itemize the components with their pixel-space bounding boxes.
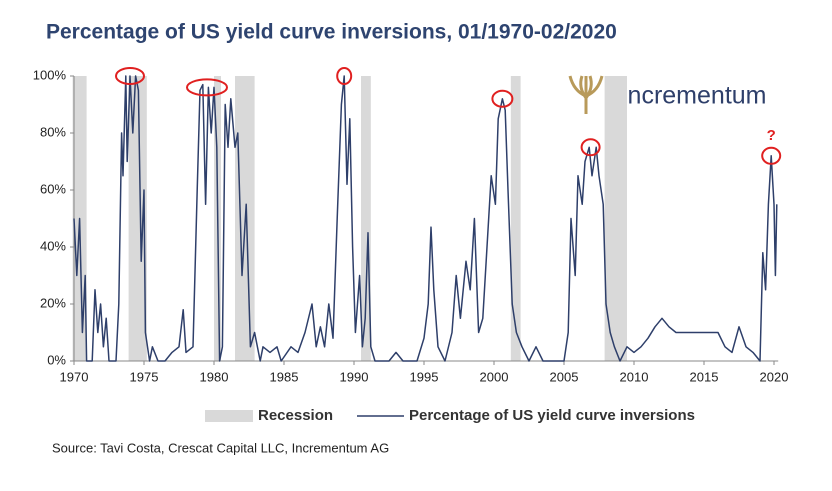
highlight-circle <box>186 78 228 97</box>
legend-swatch <box>205 410 253 422</box>
legend-label: Percentage of US yield curve inversions <box>409 407 695 424</box>
x-tick-label: 1975 <box>130 369 159 384</box>
chart-title: Percentage of US yield curve inversions,… <box>46 21 617 44</box>
x-tick-label: 2020 <box>760 369 789 384</box>
logo-text: incrementum <box>622 82 767 110</box>
x-tick-label: 1980 <box>200 369 229 384</box>
x-tick-label: 2015 <box>690 369 719 384</box>
x-tick-label: 1970 <box>60 369 89 384</box>
recession-band <box>510 76 521 361</box>
x-tick-label: 1990 <box>340 369 369 384</box>
highlight-circle <box>115 67 145 85</box>
y-tick-label: 40% <box>40 238 66 253</box>
recession-band <box>128 76 147 361</box>
y-tick-label: 60% <box>40 181 66 196</box>
x-tick-label: 1995 <box>410 369 439 384</box>
highlight-circle <box>491 89 514 108</box>
highlight-circle <box>761 146 782 165</box>
x-tick-label: 2005 <box>550 369 579 384</box>
y-tick-label: 80% <box>40 124 66 139</box>
x-tick-label: 2010 <box>620 369 649 384</box>
x-tick-label: 1985 <box>270 369 299 384</box>
x-tick-label: 2000 <box>480 369 509 384</box>
logo-tree <box>568 75 604 114</box>
source: Source: Tavi Costa, Crescat Capital LLC,… <box>52 440 389 455</box>
annotation: ? <box>767 127 776 144</box>
y-tick-label: 100% <box>33 67 67 82</box>
recession-band <box>361 76 371 361</box>
highlight-circle <box>580 138 601 157</box>
recession-band <box>604 76 627 361</box>
highlight-circle <box>336 67 353 85</box>
y-tick-label: 0% <box>47 352 66 367</box>
logo: incrementum <box>566 74 767 116</box>
series-line <box>73 75 778 362</box>
legend-label: Recession <box>258 407 333 424</box>
y-tick-label: 20% <box>40 295 66 310</box>
